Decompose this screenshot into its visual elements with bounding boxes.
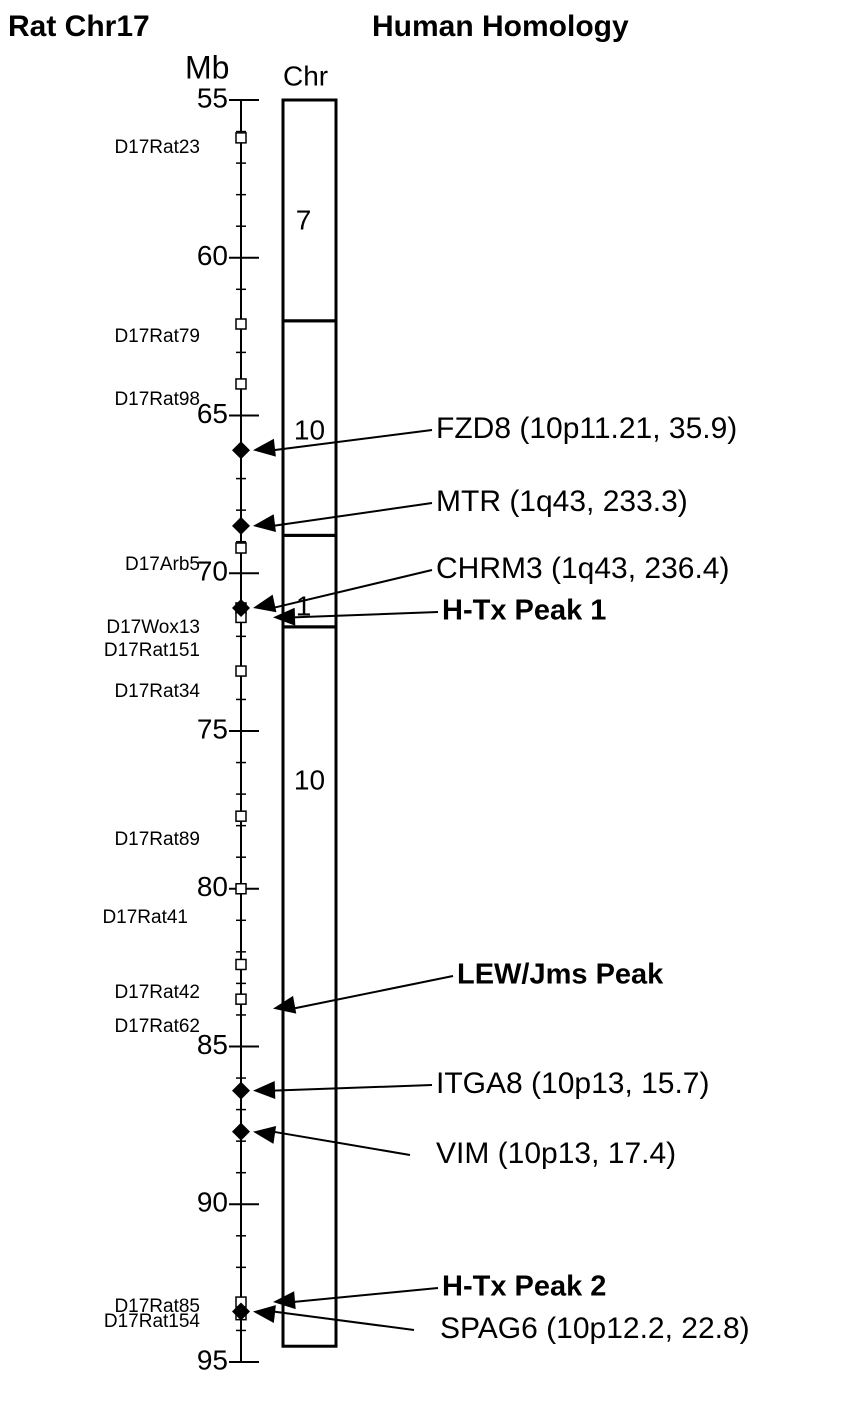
marker-label: D17Rat89 <box>114 829 200 850</box>
arrow-head <box>273 607 296 626</box>
axis-label: Mb <box>185 49 229 85</box>
marker <box>235 993 247 1005</box>
chromosome-label: Chr <box>283 60 328 91</box>
marker-label: D17Rat62 <box>114 1016 200 1037</box>
tick-label: 60 <box>197 240 228 271</box>
arrow-line <box>272 1130 411 1156</box>
marker-label: D17Wox13 <box>106 617 200 638</box>
arrow-line <box>292 611 439 619</box>
gene-diamond <box>232 441 250 460</box>
gene-diamond <box>232 1302 250 1321</box>
marker <box>235 810 247 822</box>
marker-label: D17Rat23 <box>114 137 200 158</box>
arrow-head <box>253 1126 277 1144</box>
gene-label: SPAG6 (10p12.2, 22.8) <box>440 1312 750 1345</box>
arrow-line <box>292 975 454 1010</box>
tick-label: 75 <box>197 713 228 744</box>
arrow-head <box>253 594 277 613</box>
gene-label: MTR (1q43, 233.3) <box>436 485 688 518</box>
segment-label: 7 <box>296 204 312 235</box>
marker <box>235 542 247 554</box>
chromosome-segment <box>281 625 338 1348</box>
arrow-line <box>272 1084 433 1092</box>
peak-label: H-Tx Peak 1 <box>442 595 606 627</box>
gene-label: CHRM3 (1q43, 236.4) <box>436 552 729 585</box>
marker-label: D17Rat151 <box>104 640 200 661</box>
segment-label: 1 <box>296 590 312 621</box>
tick-label: 55 <box>197 82 228 113</box>
marker-label: D17Rat42 <box>114 982 200 1003</box>
gene-label: ITGA8 (10p13, 15.7) <box>436 1067 710 1100</box>
arrow-line <box>272 569 433 609</box>
marker <box>235 883 247 895</box>
marker <box>235 318 247 330</box>
left-title: Rat Chr17 <box>8 10 150 43</box>
gene-label: VIM (10p13, 17.4) <box>436 1137 676 1170</box>
arrow-head <box>253 1305 276 1323</box>
tick-label: 65 <box>197 398 228 429</box>
arrow-line <box>272 1310 415 1331</box>
peak-label: LEW/Jms Peak <box>457 959 664 991</box>
marker <box>235 665 247 677</box>
arrow-head <box>253 514 276 533</box>
marker-label: D17Rat34 <box>114 681 200 702</box>
marker-label: D17Rat79 <box>114 326 200 347</box>
marker-label: D17Rat85 <box>114 1296 200 1317</box>
arrow-head <box>253 438 276 457</box>
gene-diamond <box>232 598 250 617</box>
marker-label: D17Rat98 <box>114 389 200 410</box>
arrow-line <box>272 429 433 452</box>
arrow-head <box>273 1291 296 1310</box>
arrow-head <box>273 995 297 1014</box>
tick-label: 90 <box>197 1187 228 1218</box>
segment-label: 10 <box>294 764 325 795</box>
marker <box>235 132 247 144</box>
gene-diamond <box>232 516 250 535</box>
right-title: Human Homology <box>372 10 629 43</box>
marker <box>235 378 247 390</box>
tick-label: 95 <box>197 1344 228 1375</box>
marker-label: D17Rat41 <box>102 907 188 928</box>
gene-diamond <box>232 1081 250 1100</box>
gene-diamond <box>232 1122 250 1141</box>
gene-label: FZD8 (10p11.21, 35.9) <box>436 412 737 445</box>
marker-label: D17Rat154 <box>104 1311 201 1332</box>
peak-label: H-Tx Peak 2 <box>442 1271 606 1303</box>
segment-label: 10 <box>294 414 325 445</box>
tick-label: 85 <box>197 1029 228 1060</box>
marker-label: D17Arb5 <box>125 554 200 575</box>
arrow-line <box>292 1287 439 1304</box>
arrow-head <box>253 1080 276 1099</box>
marker <box>235 958 247 971</box>
tick-label: 80 <box>197 871 228 902</box>
tick-label: 70 <box>197 556 228 587</box>
arrow-line <box>272 502 433 527</box>
